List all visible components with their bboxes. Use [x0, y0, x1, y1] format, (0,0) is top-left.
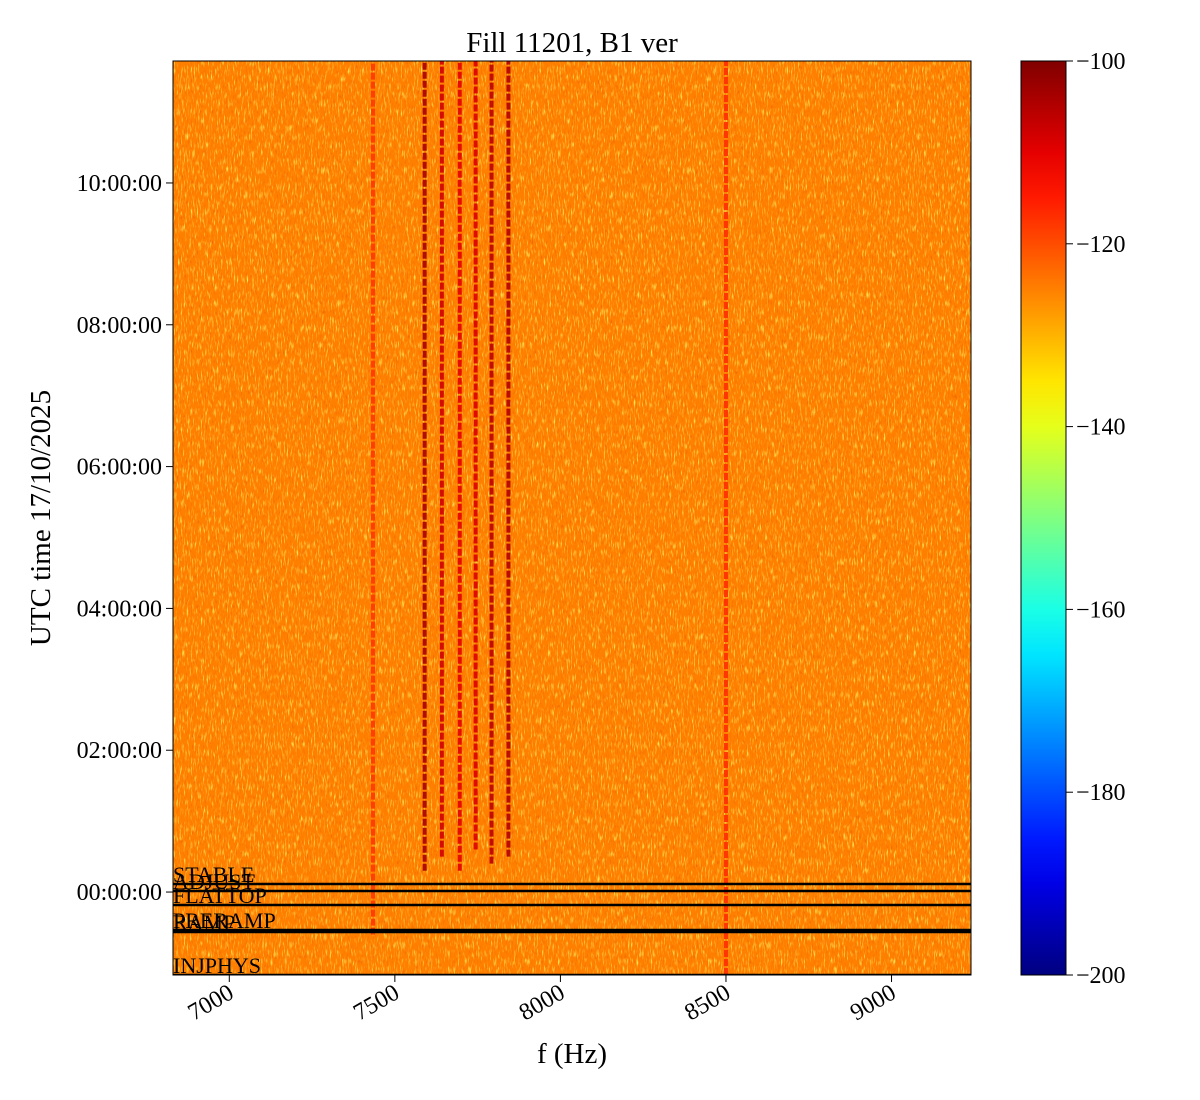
x-tick-label: 8000: [515, 980, 570, 1027]
noise-texture: [173, 61, 971, 975]
annotation-label: PRERAMP: [173, 908, 276, 933]
x-tick-label: 7500: [349, 980, 404, 1027]
colorbar-tick-label: −180: [1076, 780, 1126, 806]
colorbar: [1020, 60, 1067, 976]
colorbar-tick-label: −160: [1076, 597, 1126, 623]
plot-area: [173, 61, 971, 975]
y-tick-label: 10:00:00: [77, 171, 162, 197]
y-tick-label: 06:00:00: [77, 455, 162, 481]
y-tick-label: 08:00:00: [77, 313, 162, 339]
annotation-label: RAMP: [173, 910, 235, 935]
colorbar-tick-label: −120: [1076, 232, 1126, 258]
colorbar-tick-label: −200: [1076, 963, 1126, 989]
colorbar-tick-label: −140: [1076, 415, 1126, 441]
x-axis-label: f (Hz): [537, 1038, 607, 1070]
colorbar-tick-label: −100: [1076, 49, 1126, 75]
annotation-label: ADJUST: [173, 869, 255, 894]
y-tick-label: 02:00:00: [77, 738, 162, 764]
chart-title: Fill 11201, B1 ver: [466, 27, 678, 59]
y-tick-label: 00:00:00: [77, 880, 162, 906]
annotation-label: STABLE: [173, 862, 254, 887]
x-tick-label: 8500: [680, 980, 735, 1027]
y-axis-label: UTC time 17/10/2025: [25, 390, 57, 646]
plot-frame: [172, 60, 972, 976]
annotation-label: INJPHYS: [173, 953, 261, 978]
annotation-label: FLATTOP: [173, 883, 267, 908]
x-tick-label: 9000: [846, 980, 901, 1027]
y-tick-label: 04:00:00: [77, 596, 162, 622]
x-tick-label: 7000: [184, 980, 239, 1027]
